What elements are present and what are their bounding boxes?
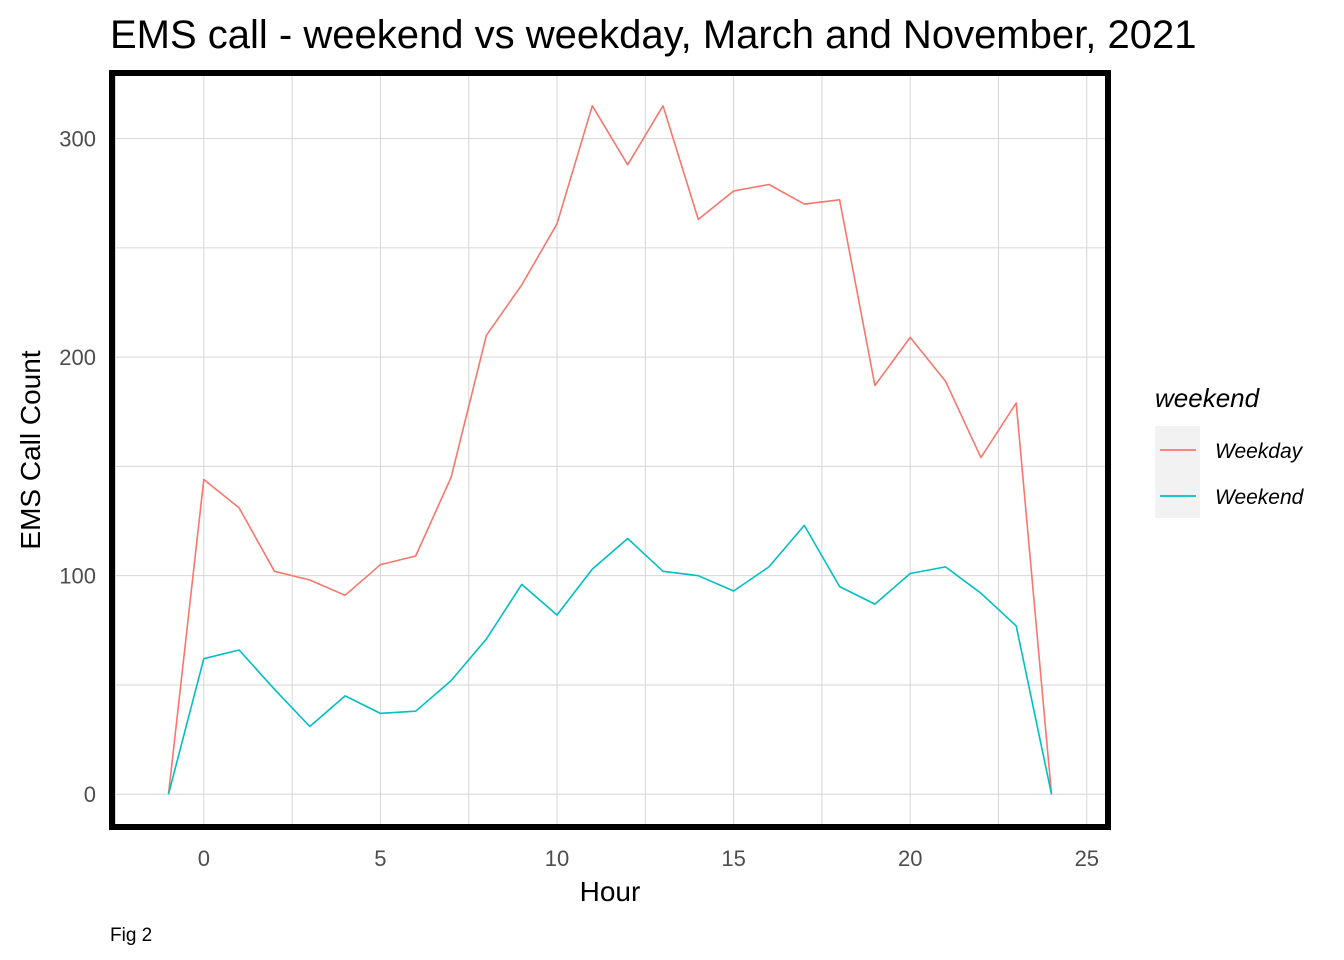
x-tick-label: 20	[898, 846, 922, 871]
legend: weekend Weekday Weekend	[1155, 383, 1305, 518]
series-line-weekend	[167, 524, 1053, 795]
grid-lines	[112, 73, 1108, 827]
chart-title: EMS call - weekend vs weekday, March and…	[110, 13, 1196, 57]
series-line-weekday	[167, 105, 1053, 795]
x-tick-label: 25	[1075, 846, 1099, 871]
x-axis-title: Hour	[580, 876, 641, 907]
y-tick-label: 100	[59, 564, 96, 589]
legend-label-weekend: Weekend	[1215, 486, 1305, 509]
x-tick-label: 0	[198, 846, 210, 871]
y-tick-label: 300	[59, 127, 96, 152]
y-tick-label: 200	[59, 345, 96, 370]
legend-title: weekend	[1155, 383, 1261, 413]
y-axis-title: EMS Call Count	[15, 350, 46, 549]
x-tick-label: 5	[374, 846, 386, 871]
y-tick-label: 0	[84, 782, 96, 807]
x-tick-label: 10	[545, 846, 569, 871]
series-lines	[167, 105, 1053, 795]
figure-caption: Fig 2	[110, 925, 152, 946]
panel-border	[109, 70, 1111, 830]
x-tick-label: 15	[721, 846, 745, 871]
legend-items: Weekday Weekend	[1160, 440, 1305, 509]
legend-label-weekday: Weekday	[1215, 440, 1304, 463]
axis-ticks: 0 5 10 15 20 25 0 100 200 300	[59, 127, 1099, 871]
legend-key-background	[1155, 426, 1200, 518]
